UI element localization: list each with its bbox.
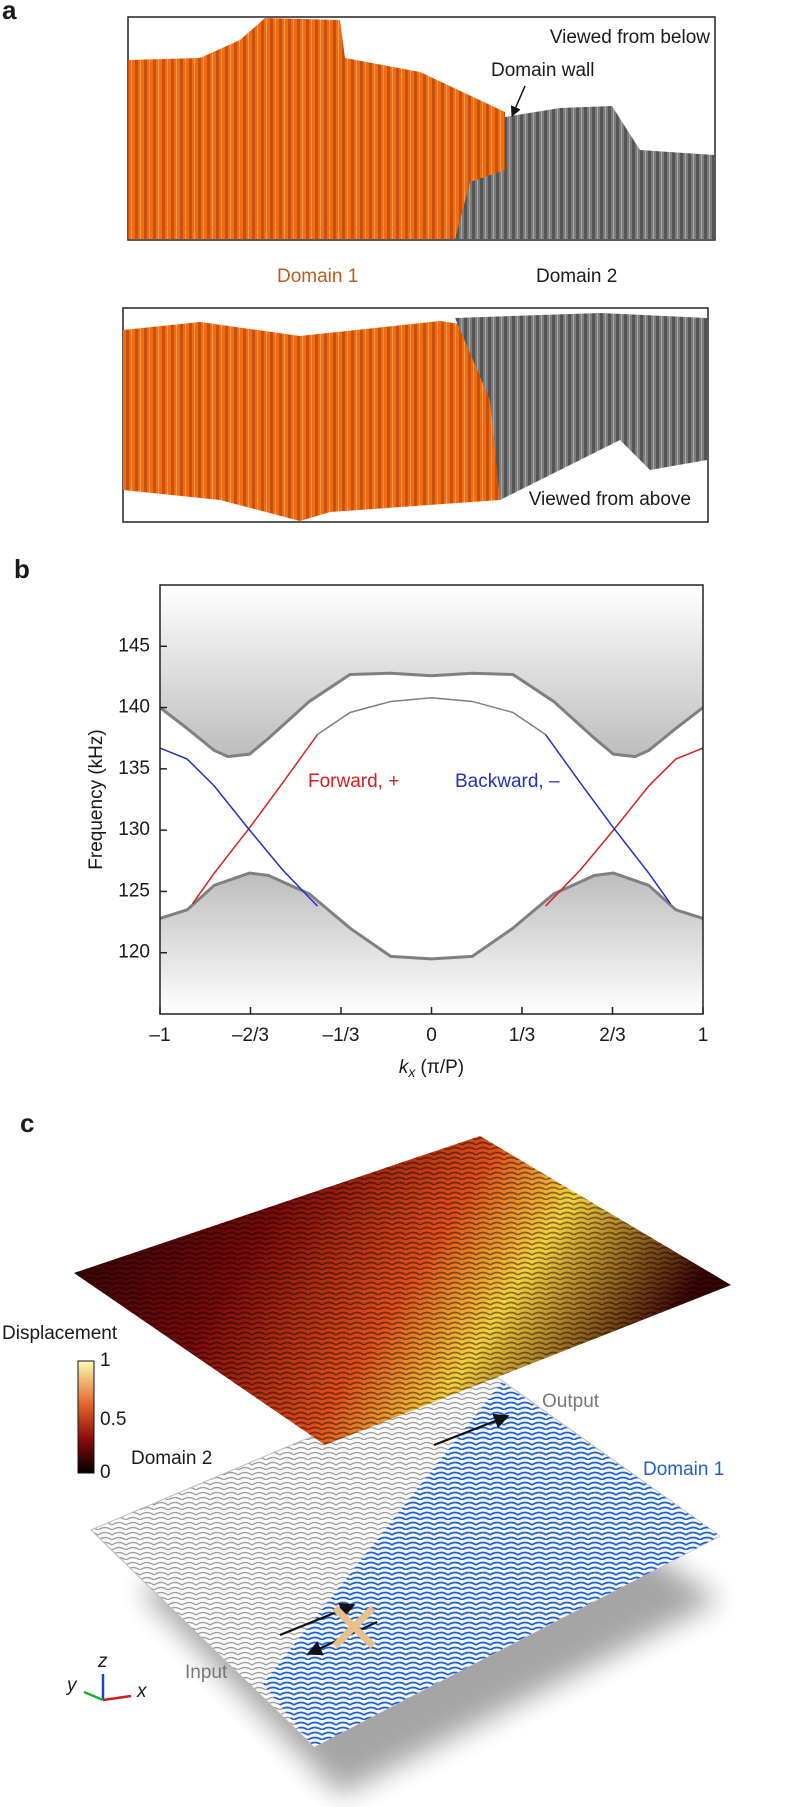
view-label: Viewed from below <box>550 27 710 48</box>
y-tick-label: 130 <box>118 819 150 840</box>
band-edge <box>159 671 704 759</box>
x-tick-label: –2/3 <box>232 1025 269 1046</box>
colorbar-tick: 0 <box>100 1462 111 1483</box>
x-axis-label-part: x <box>407 1064 416 1080</box>
y-tick-label: 140 <box>118 697 150 718</box>
input-label: Input <box>185 1662 228 1683</box>
domain-wall-label: Domain wall <box>491 60 594 81</box>
y-tick-label: 135 <box>118 758 150 779</box>
band-chart: 120 125 130 135 140 145 –1 –2/3 –1/3 0 1/3 2/3 1 Freq… <box>86 584 709 1080</box>
bulk-band <box>160 873 703 1014</box>
y-tick-label: 125 <box>118 880 150 901</box>
x-tick-label: 2/3 <box>599 1025 625 1046</box>
x-axis-label-part: k <box>399 1057 410 1078</box>
x-tick-label: –1/3 <box>323 1025 360 1046</box>
axis-letter: x <box>136 1681 148 1702</box>
series-label: Forward, + <box>308 771 399 792</box>
domain-label: Domain 1 <box>643 1459 724 1480</box>
edge-mode <box>159 734 672 907</box>
output-label: Output <box>542 1391 600 1412</box>
view-label: Viewed from above <box>529 489 691 510</box>
axis-triad <box>83 1674 132 1702</box>
domain-label: Domain 1 <box>277 266 358 287</box>
arrow <box>510 85 526 117</box>
x-tick-label: 0 <box>426 1025 437 1046</box>
y-axis-label: Frequency (kHz) <box>86 729 107 869</box>
domain-label: Domain 2 <box>536 266 617 287</box>
lattice-render <box>74 1136 731 1795</box>
x-tick-label: 1 <box>698 1025 709 1046</box>
panel-letter: b <box>14 554 30 584</box>
y-tick-label: 120 <box>118 942 150 963</box>
y-tick-label: 145 <box>118 635 150 656</box>
colorbar-title: Displacement <box>2 1323 118 1344</box>
band-edge <box>159 871 704 961</box>
x-tick-label: 1/3 <box>509 1025 535 1046</box>
axis-letter: z <box>97 1651 108 1672</box>
x-axis-label-part: (π/P) <box>420 1057 464 1078</box>
series-label: Backward, – <box>455 771 560 792</box>
x-axis-label: kx (π/P) <box>399 1057 464 1080</box>
colorbar <box>77 1360 95 1474</box>
band-edge <box>317 697 546 736</box>
panel-letter: a <box>2 0 17 25</box>
domain-label: Domain 2 <box>131 1448 212 1469</box>
x-tick-label: –1 <box>149 1025 170 1046</box>
panel-letter: c <box>20 1108 34 1138</box>
axis-letter: y <box>65 1675 78 1696</box>
colorbar-tick: 0.5 <box>100 1409 126 1430</box>
render-above <box>122 307 709 523</box>
edge-mode <box>191 734 704 907</box>
colorbar-tick: 1 <box>100 1350 111 1371</box>
render-below <box>127 16 716 241</box>
